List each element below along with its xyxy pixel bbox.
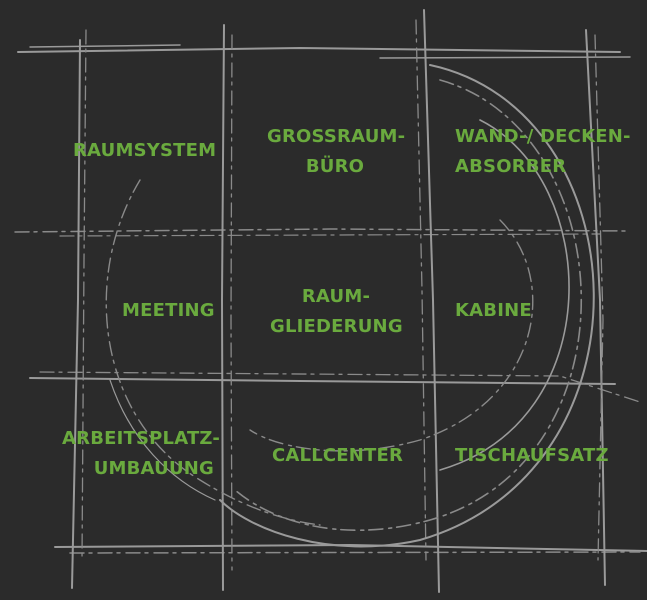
category-raumgliederung[interactable]: RAUM- GLIEDERUNG: [270, 282, 403, 342]
category-label: RAUM-: [301, 286, 371, 307]
category-callcenter[interactable]: CALLCENTER: [272, 441, 403, 471]
category-raumsystem[interactable]: RAUMSYSTEM: [73, 136, 216, 166]
category-label: UMBAUUNG: [93, 458, 214, 479]
category-label: GLIEDERUNG: [270, 316, 403, 337]
category-label: GROSSRAUM-: [267, 126, 406, 147]
category-label: ABSORBER: [455, 156, 567, 177]
category-label: RAUMSYSTEM: [73, 140, 217, 161]
category-label: BÜRO: [305, 156, 365, 177]
category-meeting[interactable]: MEETING: [122, 296, 215, 326]
category-label: MEETING: [122, 300, 215, 321]
category-label: TISCHAUFSATZ: [455, 445, 609, 466]
category-arbeitsplatz-umbauung[interactable]: ARBEITSPLATZ- UMBAUUNG: [62, 424, 221, 484]
category-label: CALLCENTER: [272, 445, 404, 466]
category-wand-decken-absorber[interactable]: WAND-/ DECKEN- ABSORBER: [455, 122, 631, 182]
category-tischaufsatz[interactable]: TISCHAUFSATZ: [455, 441, 609, 471]
category-kabine[interactable]: KABINE: [455, 296, 532, 326]
horizontal-grid-lines: [14, 44, 647, 554]
category-grossraum-buero[interactable]: GROSSRAUM- BÜRO: [267, 122, 406, 182]
category-label: WAND-/ DECKEN-: [455, 126, 631, 147]
category-label: ARBEITSPLATZ-: [62, 428, 221, 449]
sketch-curves: [105, 64, 595, 548]
category-label: KABINE: [455, 300, 532, 321]
vertical-grid-lines: [71, 9, 606, 593]
